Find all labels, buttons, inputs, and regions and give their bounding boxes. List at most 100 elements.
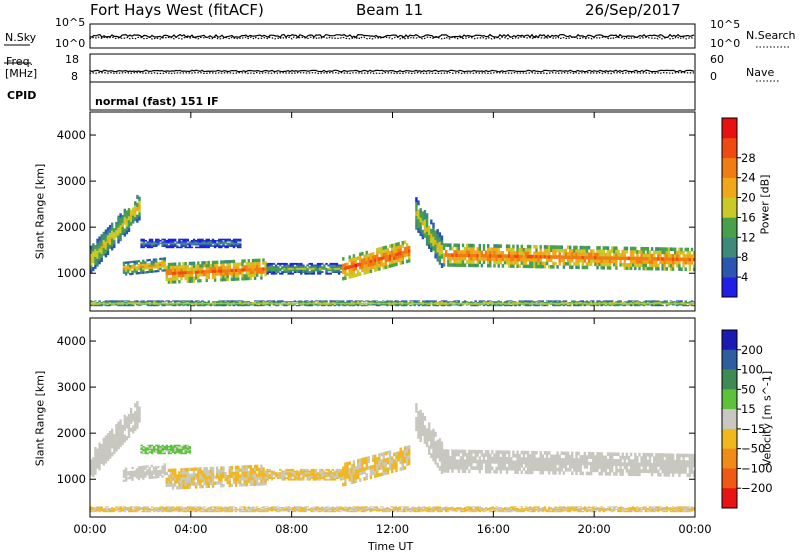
power-cell: [134, 303, 137, 305]
power-cell: [249, 304, 253, 306]
power-cell: [575, 262, 578, 266]
power-cell: [104, 253, 108, 258]
power-cell: [270, 264, 274, 267]
velocity-cell: [161, 446, 164, 448]
power-cell: [495, 305, 498, 307]
velocity-cell: [295, 470, 299, 473]
velocity-cell: [474, 466, 477, 470]
velocity-cell: [491, 466, 494, 471]
power-cell: [550, 301, 553, 303]
power-cell: [682, 304, 685, 306]
velocity-cell: [457, 466, 460, 470]
power-cell: [447, 302, 450, 304]
velocity-cell: [445, 469, 448, 473]
velocity-cell: [174, 471, 177, 475]
power-cell: [136, 194, 139, 200]
power-cell: [115, 300, 118, 302]
power-cell: [165, 271, 168, 275]
power-cell: [337, 267, 341, 270]
power-cell: [348, 305, 351, 307]
power-cell: [325, 272, 328, 275]
power-cell: [159, 302, 162, 304]
power-cell: [207, 302, 210, 304]
power-cell: [495, 244, 498, 248]
power-cell: [611, 249, 614, 254]
power-cell: [482, 300, 486, 302]
power-cell: [682, 264, 685, 268]
velocity-cell: [140, 452, 143, 455]
velocity-cell: [234, 468, 238, 472]
power-cell: [447, 243, 450, 247]
velocity-cell: [117, 421, 120, 426]
power-cell: [159, 263, 162, 266]
power-cell: [129, 265, 132, 268]
power-cell: [392, 302, 395, 304]
power-cell: [171, 274, 175, 278]
power-cell: [184, 276, 187, 281]
velocity-cell: [186, 447, 189, 449]
power-cell: [340, 304, 343, 306]
power-cell: [283, 266, 286, 269]
power-cell: [653, 263, 656, 268]
velocity-cell: [146, 471, 149, 474]
velocity-cell: [205, 467, 208, 471]
velocity-cell: [501, 463, 505, 468]
velocity-cell: [113, 438, 116, 443]
velocity-cell: [514, 470, 517, 474]
power-cell: [218, 302, 221, 304]
velocity-cell: [434, 441, 437, 446]
power-cell: [680, 300, 683, 302]
power-cell: [671, 263, 675, 268]
noise-left-tick-top: 10^5: [55, 16, 86, 29]
velocity-cell: [306, 470, 309, 473]
power-cell: [230, 302, 234, 304]
power-cell: [211, 302, 215, 304]
velocity-cell: [346, 465, 349, 469]
velocity-cell: [378, 463, 381, 467]
velocity-cell: [186, 446, 189, 448]
power-cell: [476, 305, 479, 307]
power-cell: [493, 304, 496, 306]
velocity-cell: [106, 433, 110, 438]
power-cell: [266, 272, 269, 275]
power-cell: [237, 246, 240, 249]
velocity-cell: [497, 460, 500, 464]
power-cell: [408, 255, 411, 260]
power-cell: [684, 300, 687, 302]
power-cell: [526, 264, 530, 269]
power-cell: [138, 304, 141, 306]
power-cell: [499, 301, 502, 303]
power-cell: [213, 241, 217, 243]
power-cell: [329, 272, 332, 275]
power-cell: [155, 305, 158, 307]
power-cell: [129, 213, 133, 218]
power-cell: [421, 303, 425, 305]
power-cell: [436, 305, 439, 307]
velocity-cell: [134, 403, 137, 408]
power-cell: [213, 275, 217, 279]
velocity-cell: [163, 447, 166, 449]
power-cell: [106, 302, 110, 304]
power-cell: [148, 302, 152, 304]
velocity-cell: [148, 472, 151, 476]
power-cell: [298, 271, 301, 273]
power-cell: [224, 245, 227, 247]
power-cell: [125, 226, 129, 231]
power-cell: [106, 303, 110, 305]
velocity-cell: [239, 474, 242, 478]
power-cell: [348, 271, 351, 276]
power-cell: [396, 300, 400, 302]
power-cell: [148, 301, 152, 303]
power-cell: [535, 302, 538, 304]
power-cell: [287, 301, 290, 303]
power-cell: [142, 238, 145, 241]
power-cell: [642, 302, 645, 304]
power-cell: [382, 252, 385, 257]
power-cell: [188, 304, 192, 306]
power-cell: [122, 261, 126, 264]
velocity-cell: [195, 467, 198, 471]
velocity-cell: [264, 476, 267, 480]
power-cell: [489, 300, 492, 302]
power-cell: [258, 270, 261, 274]
power-cell: [201, 264, 204, 268]
